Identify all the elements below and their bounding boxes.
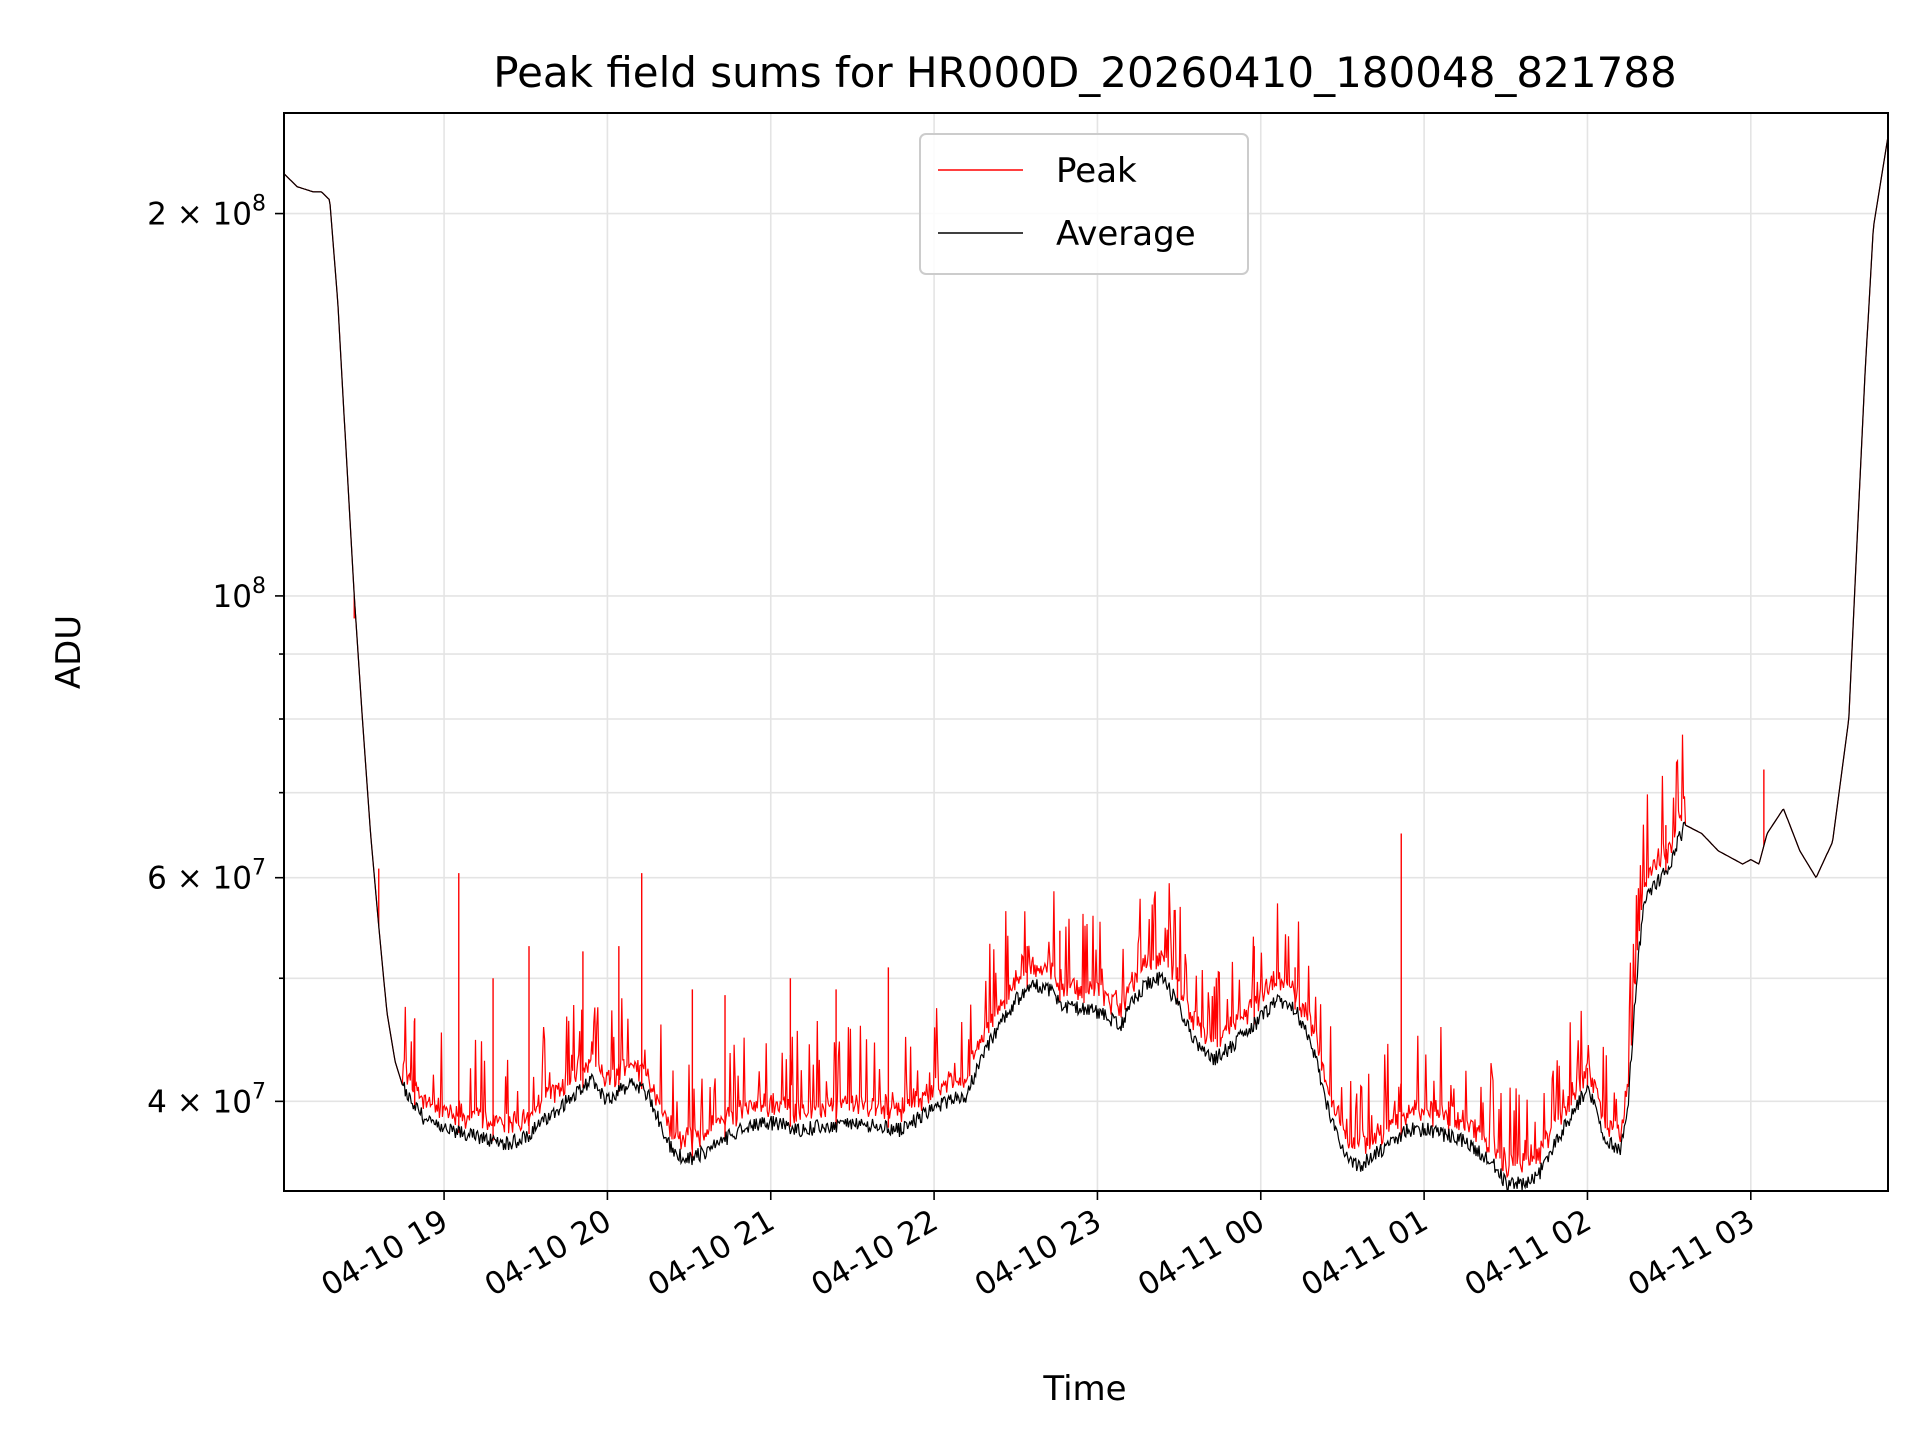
legend-average-label: Average xyxy=(1056,214,1196,254)
legend-peak-label: Peak xyxy=(1056,151,1137,191)
y-tick-label: 6 × 107 xyxy=(147,856,266,897)
y-tick-base: 10 xyxy=(213,579,252,615)
legend-box xyxy=(919,133,1249,275)
legend: Peak Average xyxy=(919,133,1249,275)
y-tick-exponent: 8 xyxy=(252,192,266,217)
y-tick-exponent: 7 xyxy=(252,1079,266,1104)
chart-title: Peak field sums for HR000D_20260410_1800… xyxy=(493,48,1677,97)
average-series-line xyxy=(284,136,1888,1191)
y-tick-label: 4 × 107 xyxy=(147,1079,266,1120)
y-axis-label: ADU xyxy=(49,615,89,689)
y-tick-exponent: 7 xyxy=(252,856,266,881)
peak-series-line xyxy=(284,136,1888,1179)
axes-frame xyxy=(283,112,1889,1192)
y-tick-exponent: 8 xyxy=(252,574,266,599)
y-tick-label: 108 xyxy=(213,574,266,615)
x-axis-label: Time xyxy=(1042,1369,1126,1409)
y-tick-base: 2 × 10 xyxy=(147,197,252,233)
y-tick-base: 4 × 10 xyxy=(147,1084,252,1120)
y-tick-base: 6 × 10 xyxy=(147,861,252,897)
y-tick-label: 2 × 108 xyxy=(147,192,266,233)
plot-area xyxy=(284,136,1888,1191)
